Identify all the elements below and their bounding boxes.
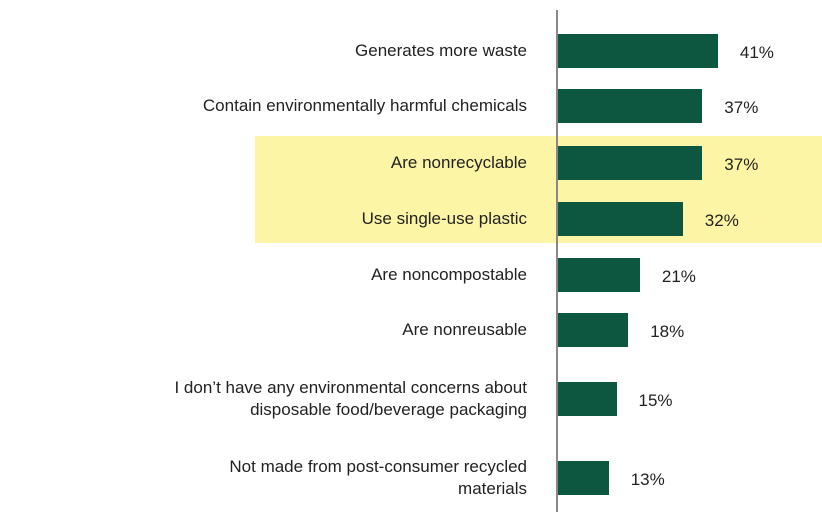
highlight-band — [255, 136, 822, 243]
value-label: 15% — [638, 391, 673, 410]
value-label: 32% — [704, 211, 739, 230]
value-label: 18% — [650, 322, 685, 341]
bar — [558, 461, 609, 495]
y-tick-label: I don’t have any environmental concerns … — [174, 378, 527, 419]
bar — [558, 382, 617, 416]
y-tick-label: Generates more waste — [355, 41, 527, 60]
y-tick-label: Use single-use plastic — [361, 209, 527, 228]
bar — [558, 258, 640, 292]
bar — [558, 146, 703, 180]
value-label: 13% — [630, 470, 665, 489]
bar — [558, 89, 703, 123]
axis-line — [556, 10, 558, 512]
bar — [558, 202, 683, 236]
y-tick-label: Contain environmentally harmful chemical… — [202, 96, 527, 115]
value-label: 37% — [724, 155, 759, 174]
bar — [558, 34, 718, 68]
value-label: 21% — [661, 267, 696, 286]
y-tick-label: Are nonrecyclable — [390, 153, 527, 172]
y-tick-label: Are nonreusable — [402, 320, 527, 339]
value-label: 37% — [724, 98, 759, 117]
y-tick-label: Not made from post-consumer recycled mat… — [229, 457, 527, 498]
bar — [558, 313, 629, 347]
value-label: 41% — [739, 43, 774, 62]
y-tick-label: Are noncompostable — [371, 265, 527, 284]
